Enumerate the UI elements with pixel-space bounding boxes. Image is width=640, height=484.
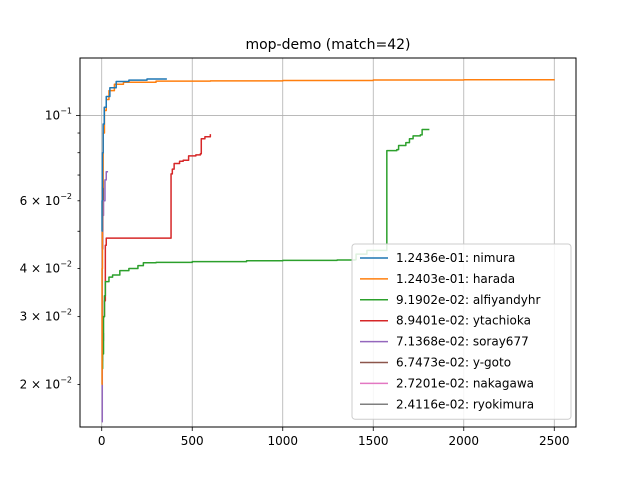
legend-label: 1.2403e-01: harada xyxy=(396,272,515,286)
x-tick-label: 500 xyxy=(181,434,204,448)
y-tick-label: 10−1 xyxy=(45,106,72,122)
y-tick-base: 10 xyxy=(45,262,60,276)
x-tick-label: 1000 xyxy=(267,434,298,448)
x-tick-label: 1500 xyxy=(358,434,389,448)
plot-area-frame xyxy=(79,57,577,428)
y-tick-base: 10 xyxy=(45,194,60,208)
y-tick-label: 2 × 10−2 xyxy=(20,375,72,391)
chart-title: mop-demo (match=42) xyxy=(245,37,410,53)
legend-label: 6.7473e-02: y-goto xyxy=(396,356,511,370)
legend: 1.2436e-01: nimura 1.2403e-01: harada 9.19… xyxy=(351,243,572,420)
x-tick-label: 2500 xyxy=(539,434,570,448)
legend-label: 8.9401e-02: ytachioka xyxy=(396,314,531,328)
y-tick-base: 10 xyxy=(45,310,60,324)
y-tick-base: 10 xyxy=(45,108,60,122)
legend-label: 7.1368e-02: soray677 xyxy=(396,335,529,349)
y-tick-coefficient: 2 × xyxy=(20,377,45,391)
y-tick-exponent: −2 xyxy=(60,192,72,201)
y-tick-coefficient: 3 × xyxy=(20,310,45,324)
y-tick-label: 6 × 10−2 xyxy=(20,192,72,208)
y-tick-exponent: −1 xyxy=(60,106,72,115)
legend-label: 1.2436e-01: nimura xyxy=(396,251,515,265)
series-line xyxy=(101,78,167,233)
x-tick-label: 2000 xyxy=(448,434,479,448)
series-line xyxy=(101,128,430,370)
legend-label: 2.4116e-02: ryokimura xyxy=(396,397,534,411)
y-tick-coefficient: 4 × xyxy=(20,262,45,276)
y-tick-label: 4 × 10−2 xyxy=(20,260,72,276)
x-tick-label: 0 xyxy=(98,434,106,448)
legend-label: 2.7201e-02: nakagawa xyxy=(396,376,534,390)
y-tick-exponent: −2 xyxy=(60,375,72,384)
series-lines xyxy=(101,78,556,423)
y-tick-coefficient: 6 × xyxy=(20,194,45,208)
legend-label: 9.1902e-02: alfiyandyhr xyxy=(396,293,540,307)
series-line xyxy=(101,134,212,318)
y-tick-base: 10 xyxy=(45,377,60,391)
y-tick-exponent: −2 xyxy=(60,308,72,317)
legend-box xyxy=(351,243,572,420)
y-tick-exponent: −2 xyxy=(60,260,72,269)
y-tick-label: 3 × 10−2 xyxy=(20,308,72,324)
